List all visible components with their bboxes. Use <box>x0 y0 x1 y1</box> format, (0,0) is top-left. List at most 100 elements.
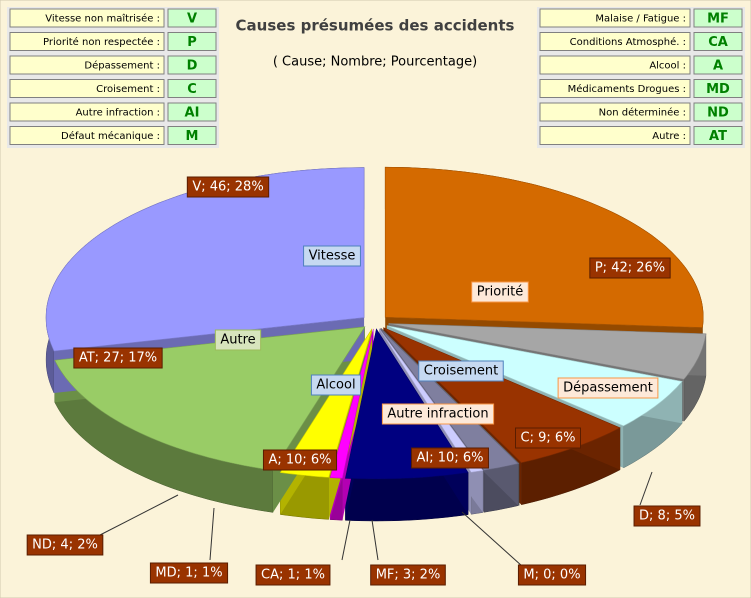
pie-slice <box>386 325 683 427</box>
legend-label-box <box>9 55 165 75</box>
legend-label: Non déterminée : <box>599 107 686 119</box>
value-label: V; 46; 28% <box>192 180 263 195</box>
slice-name: Autre infraction <box>387 407 488 422</box>
slice-name-box <box>381 403 495 425</box>
legend-label-box <box>539 79 691 98</box>
legend-code: V <box>187 12 197 27</box>
legend-code: AT <box>709 129 727 144</box>
legend-code-box <box>167 55 217 75</box>
legend-code: ND <box>707 106 729 121</box>
legend-label-box <box>539 8 691 28</box>
legend-code: D <box>187 59 198 74</box>
leader-line <box>209 507 215 561</box>
value-label-box <box>149 562 229 584</box>
legend-code: CA <box>708 35 728 50</box>
pie-slice <box>388 323 707 380</box>
legend-label: Croisement : <box>96 84 160 95</box>
legend-label: Autre : <box>652 131 686 142</box>
legend-label: Médicaments Drogues : <box>568 83 686 95</box>
value-label: MF; 3; 2% <box>376 568 441 583</box>
slice-name-box <box>310 374 362 396</box>
leader-line <box>461 511 523 567</box>
value-label: ND; 4; 2% <box>32 538 98 553</box>
slice-name-box <box>214 329 262 351</box>
value-label: M; 0; 0% <box>523 568 580 583</box>
legend-code-box <box>167 79 217 98</box>
legend-label-box <box>9 126 165 145</box>
value-label: C; 9; 6% <box>521 431 576 446</box>
legend-label: Dépassement : <box>84 60 160 72</box>
legend-code-box <box>693 102 743 122</box>
value-label-box <box>73 347 163 369</box>
legend-code: AI <box>185 106 200 121</box>
legend-code-box <box>167 126 217 145</box>
value-label-box <box>633 505 701 527</box>
legend-label: Conditions Atmosphé. : <box>570 36 686 48</box>
legend-code: A <box>713 59 723 74</box>
slice-name: Priorité <box>477 285 524 300</box>
legend-code-box <box>693 32 743 51</box>
slice-name: Dépassement <box>563 381 653 396</box>
pie-slice <box>380 328 519 471</box>
chart-title: Causes présumées des accidents <box>236 17 515 35</box>
legend-label-box <box>539 126 691 145</box>
legend-label: Autre infraction : <box>76 108 160 119</box>
slice-name: Croisement <box>424 364 498 379</box>
pie-slice <box>279 328 373 478</box>
value-label: A; 10; 6% <box>268 453 331 468</box>
legend-label-box <box>539 32 691 51</box>
leader-line <box>639 471 653 506</box>
legend-label-box <box>539 55 691 75</box>
value-label: MD; 1; 1% <box>155 566 222 581</box>
legend-code: MF <box>707 12 729 27</box>
legend-label: Alcool : <box>649 61 686 72</box>
legend-label-box <box>9 32 165 51</box>
pie-slice <box>329 328 374 479</box>
value-label-box <box>370 564 446 586</box>
legend-code: P <box>187 35 197 50</box>
leader-line <box>371 519 379 561</box>
legend-code-box <box>167 32 217 51</box>
value-label: AT; 27; 17% <box>79 351 157 366</box>
slice-name: Vitesse <box>309 249 356 264</box>
legend-code: C <box>187 82 197 97</box>
legend-label-box <box>539 102 691 122</box>
pie-slice <box>384 166 704 328</box>
slice-name-box <box>418 360 504 382</box>
value-label: AI; 10; 6% <box>417 451 484 466</box>
value-label-box <box>26 534 104 556</box>
legend-label: Vitesse non maîtrisée : <box>45 13 160 25</box>
chart-subtitle: ( Cause; Nombre; Pourcentage) <box>273 55 477 70</box>
labels: P; 42; 26% D; 8; 5% C; 9; 6% AI; 10; 6% M; 0… <box>26 176 701 586</box>
legend-label-box <box>9 102 165 122</box>
leader-line <box>341 519 351 561</box>
pie-slice <box>45 167 365 352</box>
value-label-box <box>255 564 331 586</box>
legend-code-box <box>167 8 217 28</box>
legend-code-box <box>693 79 743 98</box>
value-label: P; 42; 26% <box>595 261 665 276</box>
legend-label: Malaise / Fatigue : <box>595 14 686 25</box>
legend-label: Défaut mécanique : <box>61 130 160 142</box>
value-label-box <box>589 257 671 279</box>
legend-code-box <box>693 55 743 75</box>
legend-label-box <box>9 79 165 98</box>
legend-code-box <box>693 126 743 145</box>
value-label-box <box>517 564 587 586</box>
legend-code-box <box>167 102 217 122</box>
legend-label: Priorité non respectée : <box>43 36 160 48</box>
value-label-box <box>262 449 338 471</box>
legend-code: MD <box>706 82 730 97</box>
value-label-box <box>186 176 270 198</box>
value-label: D; 8; 5% <box>639 509 695 524</box>
slice-name-box <box>303 245 361 267</box>
legend-label-box <box>9 8 165 28</box>
slice-name-box <box>471 281 529 303</box>
leader-line <box>99 494 179 536</box>
value-label-box <box>515 427 581 449</box>
value-label-box <box>411 447 489 469</box>
legend-code: M <box>186 129 199 144</box>
slice-name: Alcool <box>316 378 355 393</box>
value-label: CA; 1; 1% <box>261 568 325 583</box>
